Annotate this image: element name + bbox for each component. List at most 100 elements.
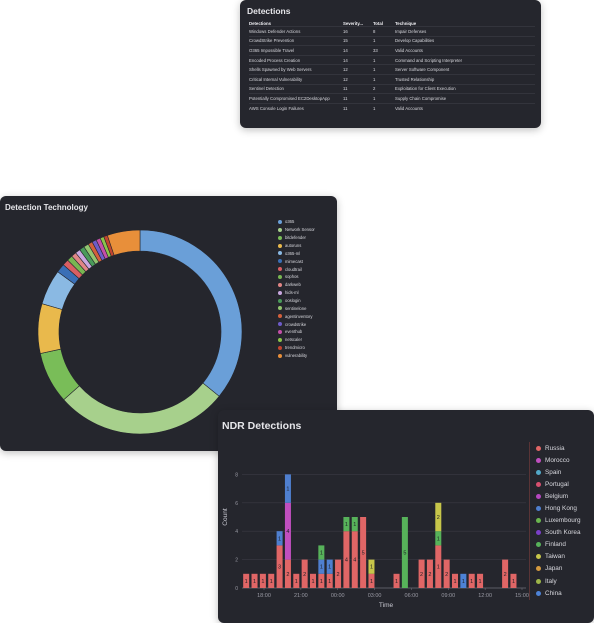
bar-segment[interactable] — [326, 573, 333, 588]
bar-segment[interactable] — [243, 573, 250, 588]
legend-item[interactable]: Morocco — [536, 454, 581, 466]
bar-segment[interactable] — [510, 573, 517, 588]
column-header-detections[interactable]: Detections — [249, 20, 271, 26]
legend-item[interactable]: sophos — [278, 273, 315, 281]
legend-item[interactable]: Hong Kong — [536, 502, 581, 514]
bar-segment[interactable] — [276, 545, 283, 588]
legend-item[interactable]: Taiwan — [536, 551, 581, 563]
legend-item[interactable]: Finland — [536, 539, 581, 551]
legend-item[interactable]: sentinelone — [278, 304, 315, 312]
table-row[interactable]: AWS Console Login Failures 11 1 Valid Accou… — [249, 102, 535, 113]
legend-item[interactable]: eventhub — [278, 328, 315, 336]
legend-label: Portugal — [545, 480, 569, 488]
legend-item[interactable]: autoruns — [278, 242, 315, 250]
legend-item[interactable]: Spain — [536, 466, 581, 478]
legend-item[interactable]: hids-ml — [278, 289, 315, 297]
legend-label: vulnerability — [285, 353, 308, 359]
bar-segment[interactable] — [368, 573, 375, 588]
bar-segment[interactable] — [276, 531, 283, 546]
bar-segment[interactable] — [435, 502, 442, 532]
legend-item[interactable]: Network Sensor — [278, 226, 315, 234]
table-row[interactable]: Critical Internal Vulnerability 12 1 Truste… — [249, 73, 535, 85]
legend-item[interactable]: Portugal — [536, 478, 581, 490]
legend-item[interactable]: mimecast — [278, 257, 315, 265]
bar-segment[interactable] — [293, 573, 300, 588]
donut-slice-vulnerability[interactable] — [107, 229, 141, 256]
table-row[interactable]: O365 Impossible Travel 14 33 Valid Accounts — [249, 45, 535, 56]
bar-segment[interactable] — [335, 559, 342, 588]
bar-segment[interactable] — [393, 573, 400, 588]
bar-segment[interactable] — [418, 559, 425, 588]
bar-segment[interactable] — [284, 502, 291, 560]
table-row[interactable]: Sentinel Detection 11 2 Exploitation for Cl… — [249, 83, 535, 94]
table-row[interactable]: CrowdStrike Prevention 15 1 Develop Capabil… — [249, 35, 535, 46]
legend-item[interactable]: bitdefender — [278, 234, 315, 242]
bar-segment[interactable] — [268, 573, 275, 588]
legend-item[interactable]: Japan — [536, 563, 581, 575]
bar-segment[interactable] — [318, 545, 325, 560]
table-row[interactable]: Potentially Compromised EC2DesktopApp 11 1… — [249, 93, 535, 104]
table-row[interactable]: Encoded Process Creation 14 1 Command and S… — [249, 54, 535, 65]
bar-segment[interactable] — [284, 559, 291, 588]
bar-segment[interactable] — [435, 531, 442, 546]
bar-segment[interactable] — [435, 545, 442, 588]
legend-item[interactable]: agentinventory — [278, 312, 315, 320]
bar-segment[interactable] — [259, 573, 266, 588]
bar-segment[interactable] — [343, 517, 350, 532]
bar-segment[interactable] — [368, 559, 375, 574]
bar-segment[interactable] — [401, 517, 408, 588]
legend-scroll-rail[interactable] — [529, 442, 530, 600]
table-row[interactable]: Windows Defender Actions 16 8 Impair Defens… — [249, 26, 535, 37]
legend-item[interactable]: o365-ml — [278, 249, 315, 257]
bar-segment[interactable] — [360, 517, 367, 588]
legend-item[interactable]: Italy — [536, 575, 581, 587]
legend-swatch — [278, 259, 282, 264]
bar-segment[interactable] — [351, 517, 358, 532]
legend-item[interactable]: darkweb — [278, 281, 315, 289]
legend-label: Japan — [545, 565, 563, 573]
legend-item[interactable]: o365 — [278, 218, 315, 226]
detections-panel: Detections Detections Severity... Total … — [240, 0, 541, 128]
bar-segment[interactable] — [309, 573, 317, 588]
legend-item[interactable]: Russia — [536, 442, 581, 454]
bar-segment[interactable] — [326, 559, 333, 574]
legend-item[interactable]: China — [536, 587, 581, 599]
bar-segment[interactable] — [318, 559, 325, 574]
legend-item[interactable]: trendmicro — [278, 344, 315, 352]
column-header-severity[interactable]: Severity... — [343, 20, 363, 26]
legend-item[interactable]: crowdstrike — [278, 320, 315, 328]
legend-item[interactable]: netscaler — [278, 336, 315, 344]
bar-segment[interactable] — [477, 573, 484, 588]
ndr-detections-title: NDR Detections — [222, 420, 302, 432]
table-row[interactable]: Shells Spawned by Web Servers 12 1 Server S… — [249, 64, 535, 75]
cell-detection: Sentinel Detection — [249, 83, 343, 94]
legend-item[interactable]: Belgium — [536, 490, 581, 502]
x-tick-label: 21:00 — [294, 593, 308, 599]
bar-segment[interactable] — [251, 573, 258, 588]
bar-segment[interactable] — [502, 559, 509, 588]
y-tick-label: 8 — [235, 472, 238, 478]
legend-swatch — [536, 554, 541, 560]
column-header-technique[interactable]: Technique — [395, 20, 417, 26]
legend-item[interactable]: vulnerability — [278, 352, 315, 360]
bar-segment[interactable] — [443, 559, 450, 588]
bar-segment[interactable] — [426, 559, 433, 588]
bar-segment[interactable] — [468, 573, 475, 588]
donut-slice-o365[interactable] — [139, 229, 243, 397]
legend-item[interactable]: cloudtrail — [278, 265, 315, 273]
bar-segment[interactable] — [318, 573, 325, 588]
column-header-total[interactable]: Total — [373, 20, 383, 26]
donut-slice-autoruns[interactable] — [37, 303, 63, 354]
cell-severity: 16 — [343, 26, 373, 37]
bar-segment[interactable] — [343, 531, 350, 588]
bar-data-label: 1 — [512, 579, 515, 585]
legend-item[interactable]: ooslogin — [278, 297, 315, 305]
bar-segment[interactable] — [284, 474, 291, 503]
legend-item[interactable]: South Korea — [536, 527, 581, 539]
bar-segment[interactable] — [451, 573, 459, 588]
bar-segment[interactable] — [351, 531, 358, 588]
legend-item[interactable]: Luxembourg — [536, 515, 581, 527]
bar-segment[interactable] — [301, 559, 308, 588]
donut-slice-network-sensor[interactable] — [63, 382, 220, 435]
bar-segment[interactable] — [460, 573, 467, 588]
